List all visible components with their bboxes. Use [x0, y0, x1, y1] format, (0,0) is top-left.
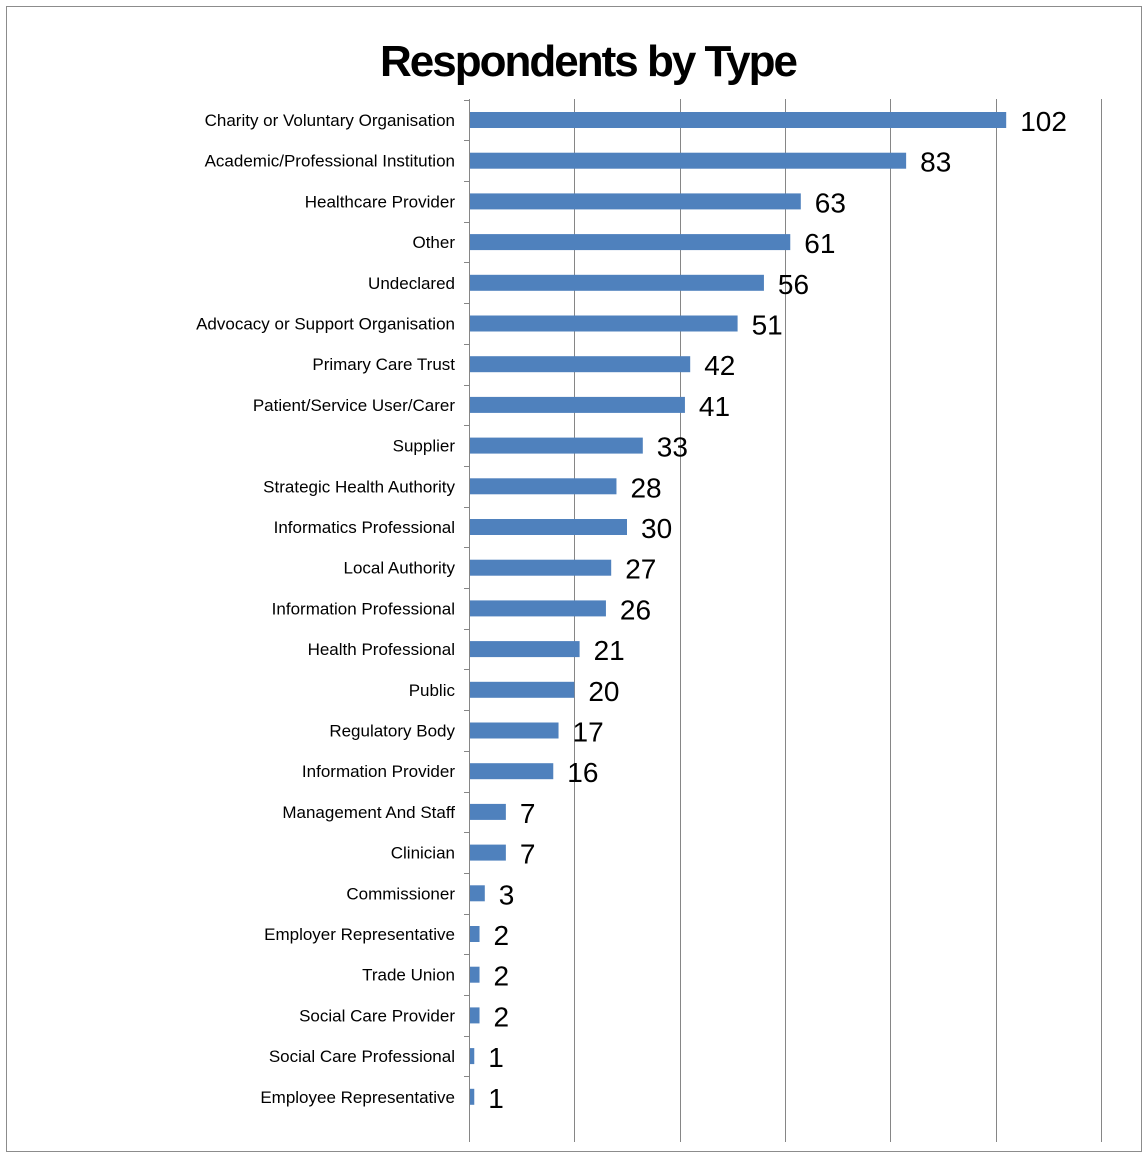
category-label: Other	[412, 233, 455, 252]
data-label: 1	[488, 1042, 504, 1073]
bar	[470, 600, 606, 617]
data-label: 61	[804, 228, 835, 259]
bar	[470, 112, 1007, 128]
bar	[470, 559, 612, 576]
category-label: Social Care Provider	[299, 1006, 455, 1025]
bar	[470, 681, 575, 698]
data-label: 2	[494, 1001, 510, 1032]
bar	[470, 966, 480, 983]
data-label: 28	[630, 472, 661, 503]
category-label: Information Professional	[272, 599, 455, 618]
data-label: 20	[588, 676, 619, 707]
data-label: 7	[520, 839, 536, 870]
category-label: Commissioner	[346, 884, 455, 903]
data-label: 2	[494, 920, 510, 951]
category-label: Primary Care Trust	[312, 355, 455, 374]
category-label: Regulatory Body	[329, 722, 455, 741]
bar	[470, 885, 485, 902]
data-label: 7	[520, 798, 536, 829]
bar	[470, 1088, 475, 1105]
data-label: 56	[778, 269, 809, 300]
bar	[470, 315, 738, 332]
bar	[470, 519, 627, 535]
bar	[470, 1007, 480, 1024]
data-label: 33	[657, 432, 688, 463]
data-label: 83	[920, 147, 951, 178]
category-label: Healthcare Provider	[305, 192, 456, 211]
bar	[470, 396, 685, 413]
category-label: Charity or Voluntary Organisation	[205, 111, 455, 130]
data-label: 42	[704, 350, 735, 381]
category-label: Informatics Professional	[274, 518, 455, 537]
bars	[470, 112, 1007, 1105]
category-label: Public	[409, 681, 456, 700]
category-label: Supplier	[393, 437, 456, 456]
bar	[470, 152, 907, 169]
category-labels: Charity or Voluntary Organisation Academi…	[196, 111, 455, 1107]
category-label: Employee Representative	[260, 1088, 455, 1107]
category-label: Employer Representative	[264, 925, 455, 944]
category-label: Clinician	[391, 844, 455, 863]
data-label: 3	[499, 879, 515, 910]
data-label: 26	[620, 594, 651, 625]
bar	[470, 722, 559, 739]
chart-title: Respondents by Type	[380, 37, 798, 86]
data-label: 17	[573, 717, 604, 748]
data-label: 102	[1020, 106, 1067, 137]
category-label: Local Authority	[343, 559, 455, 578]
gridlines	[464, 99, 1102, 1142]
category-label: Patient/Service User/Carer	[253, 396, 456, 415]
category-label: Undeclared	[368, 274, 455, 293]
data-label: 63	[815, 187, 846, 218]
bar	[470, 193, 801, 210]
category-label: Management And Staff	[282, 803, 455, 822]
bar	[470, 356, 691, 373]
data-label: 1	[488, 1083, 504, 1114]
data-label: 30	[641, 513, 672, 544]
bar	[470, 926, 480, 942]
bar	[470, 1048, 475, 1065]
category-label: Academic/Professional Institution	[205, 152, 455, 171]
bar	[470, 641, 580, 658]
data-label: 41	[699, 391, 730, 422]
bar	[470, 844, 506, 861]
data-label: 27	[625, 554, 656, 585]
bar	[470, 234, 791, 251]
bar	[470, 763, 554, 780]
category-label: Social Care Professional	[269, 1047, 455, 1066]
data-labels: 1028363615651424133283027262120171677322…	[488, 106, 1067, 1114]
category-label: Strategic Health Authority	[263, 477, 455, 496]
bar	[470, 803, 506, 820]
bar	[470, 437, 643, 454]
bar	[470, 478, 617, 495]
category-label: Information Provider	[302, 762, 455, 781]
bar	[470, 274, 764, 291]
data-label: 51	[752, 310, 783, 341]
data-label: 2	[494, 961, 510, 992]
data-label: 21	[594, 635, 625, 666]
category-label: Trade Union	[362, 966, 455, 985]
category-label: Health Professional	[308, 640, 455, 659]
data-label: 16	[567, 757, 598, 788]
category-label: Advocacy or Support Organisation	[196, 315, 455, 334]
